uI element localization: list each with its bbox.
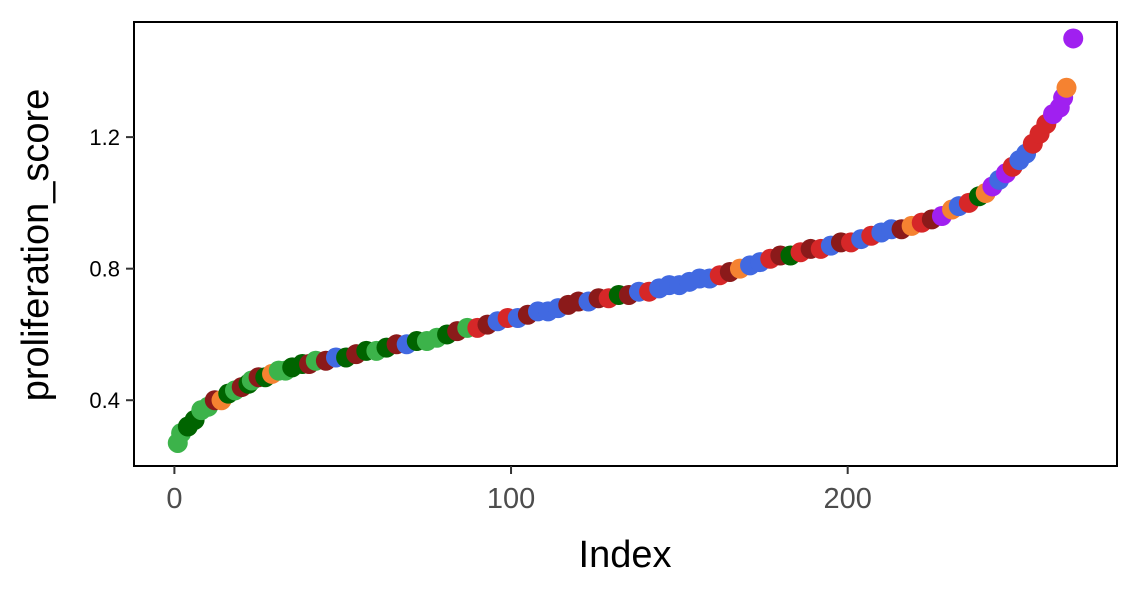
y-tick-label: 0.8 <box>89 257 120 282</box>
axes: 0.4 0.8 1.2 0 100 200 <box>89 125 871 515</box>
x-tick-label: 100 <box>487 483 535 515</box>
data-points <box>167 28 1084 453</box>
x-tick-label: 200 <box>823 483 871 515</box>
y-tick-label: 1.2 <box>89 125 120 150</box>
data-point <box>1063 28 1084 49</box>
data-point <box>1056 77 1077 98</box>
x-tick-label: 0 <box>166 483 182 515</box>
y-tick-label: 0.4 <box>89 388 120 413</box>
x-axis-title: Index <box>579 534 672 576</box>
y-axis-title: proliferation_score <box>15 89 57 402</box>
plot-panel <box>133 21 1118 467</box>
